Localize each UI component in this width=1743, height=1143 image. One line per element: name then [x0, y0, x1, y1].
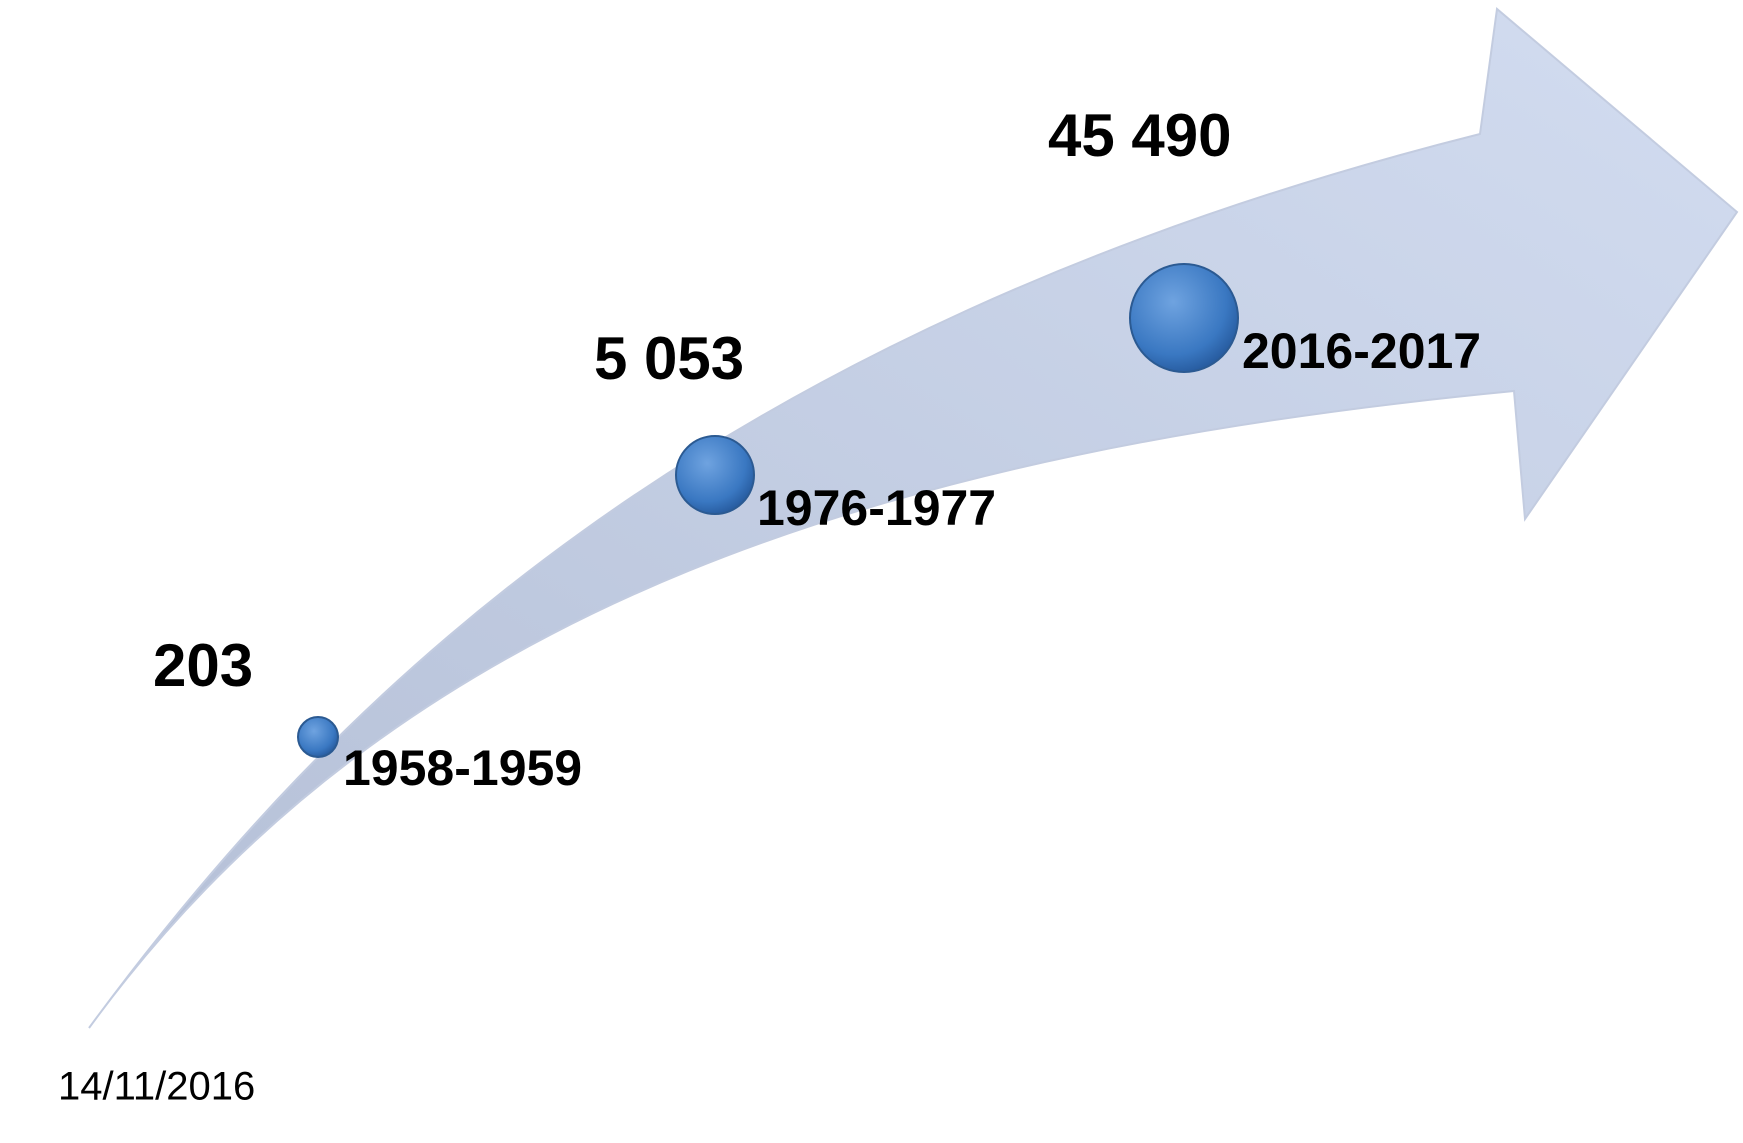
milestone-dot — [676, 436, 754, 514]
milestone-value: 45 490 — [1048, 102, 1232, 169]
milestone-value: 203 — [153, 632, 253, 699]
slide: 203 1958-1959 5 053 1976-1977 45 490 201… — [0, 0, 1743, 1143]
footer-date: 14/11/2016 — [58, 1065, 255, 1109]
milestone-dot — [298, 717, 338, 757]
page: 203 1958-1959 5 053 1976-1977 45 490 201… — [0, 0, 1743, 1143]
milestone-dot — [1130, 264, 1238, 372]
milestone-period: 1958-1959 — [343, 740, 582, 796]
milestone-period: 1976-1977 — [757, 480, 996, 536]
milestone-period: 2016-2017 — [1242, 323, 1481, 379]
milestone-value: 5 053 — [594, 325, 744, 392]
